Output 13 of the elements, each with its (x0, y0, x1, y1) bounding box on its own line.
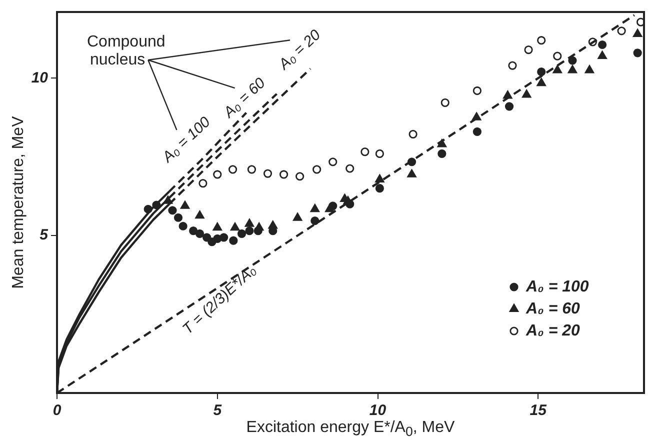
y-axis-title: Mean temperature, MeV (10, 116, 28, 289)
annotation: Compound nucleus (87, 33, 166, 68)
x-tick-label: 0 (52, 402, 62, 420)
legend-label: A₀ = 60 (525, 300, 580, 318)
x-tick-label: 15 (530, 402, 548, 420)
x-axis-title: Excitation energy E*/A$_{0}$, MeV (245, 418, 456, 442)
annotation: A₀ = 20 (274, 26, 324, 74)
x-tick-label: 5 (213, 402, 222, 420)
annotation: A₀ = 60 (220, 74, 270, 122)
legend-label: A₀ = 20 (525, 322, 580, 340)
annotation: A₀ = 100 (158, 113, 214, 167)
x-tick-label: 10 (369, 402, 387, 420)
legend-label: A₀ = 100 (525, 278, 589, 296)
